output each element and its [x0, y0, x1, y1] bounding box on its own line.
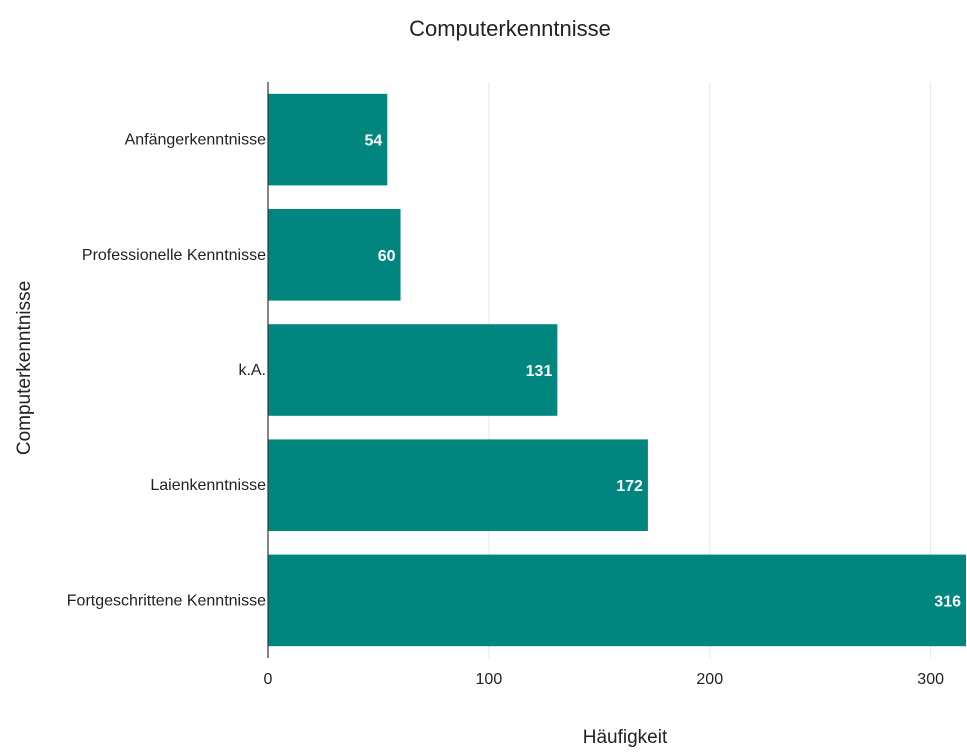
category-label: k.A.: [238, 362, 266, 379]
bar: [268, 439, 648, 531]
category-label: Professionelle Kenntnisse: [82, 247, 266, 264]
bars: 54 60 131 172 316: [268, 93, 966, 647]
bar-value-label: 60: [378, 248, 396, 265]
bar: [268, 324, 558, 416]
category-label: Anfängerkenntnisse: [125, 132, 267, 149]
bar-value-label: 131: [526, 363, 553, 380]
category-labels: Anfängerkenntnisse Professionelle Kenntni…: [67, 132, 266, 610]
bar-value-label: 54: [364, 133, 382, 150]
x-tick-label: 200: [696, 671, 723, 688]
category-label: Fortgeschrittene Kenntnisse: [67, 592, 266, 609]
bar: [268, 209, 401, 301]
x-axis-title: Häufigkeit: [583, 727, 668, 748]
bar-value-label: 316: [934, 593, 961, 610]
x-tick-label: 300: [917, 671, 944, 688]
bar: [268, 554, 966, 647]
bar: [268, 93, 388, 186]
chart-title: Computerkenntnisse: [409, 16, 611, 41]
x-tick-labels: 0 100 200 300: [264, 671, 945, 688]
bar-value-label: 172: [616, 478, 643, 495]
x-tick-label: 100: [476, 671, 503, 688]
x-tick-label: 0: [264, 671, 273, 688]
y-axis-title: Computerkenntnisse: [14, 281, 35, 455]
category-label: Laienkenntnisse: [150, 477, 266, 494]
